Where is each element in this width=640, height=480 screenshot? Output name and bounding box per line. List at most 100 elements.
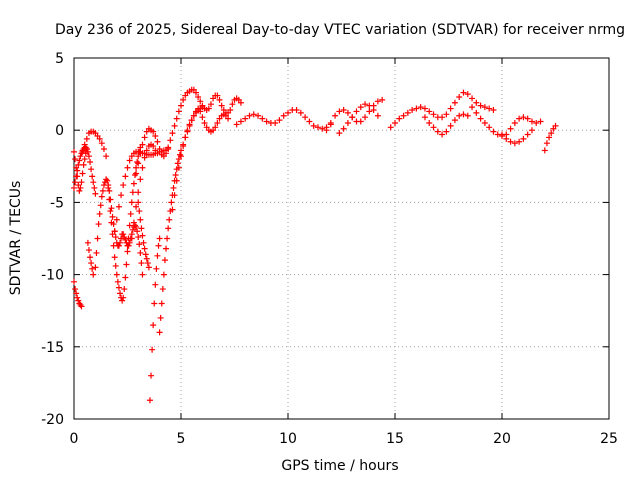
data-point bbox=[340, 106, 347, 113]
data-point bbox=[149, 346, 156, 353]
data-point bbox=[456, 112, 463, 119]
data-point bbox=[237, 118, 244, 125]
data-point bbox=[481, 119, 488, 126]
data-point bbox=[297, 109, 304, 116]
data-point bbox=[100, 145, 107, 152]
data-point bbox=[92, 190, 99, 197]
data-point bbox=[439, 131, 446, 138]
data-point bbox=[447, 122, 454, 129]
data-point bbox=[92, 264, 99, 271]
data-point bbox=[511, 119, 518, 126]
data-point bbox=[366, 108, 373, 115]
data-point bbox=[225, 115, 232, 122]
data-point bbox=[152, 147, 159, 154]
data-point bbox=[135, 160, 142, 167]
data-point bbox=[76, 187, 83, 194]
y-axis-label: SDTVAR / TECUs bbox=[8, 181, 24, 296]
data-point bbox=[141, 154, 148, 161]
data-point bbox=[106, 187, 113, 194]
data-point bbox=[413, 105, 420, 112]
data-point bbox=[138, 225, 145, 232]
data-point bbox=[114, 278, 121, 285]
data-point bbox=[140, 239, 147, 246]
data-point bbox=[175, 164, 182, 171]
data-point bbox=[133, 203, 140, 210]
data-point bbox=[160, 271, 167, 278]
data-point bbox=[99, 187, 106, 194]
data-point bbox=[139, 232, 146, 239]
data-point bbox=[552, 122, 559, 129]
data-point bbox=[541, 147, 548, 154]
data-point bbox=[150, 128, 157, 135]
data-point bbox=[141, 134, 148, 141]
x-tick-label: 25 bbox=[600, 431, 618, 447]
data-point bbox=[524, 115, 531, 122]
data-point bbox=[434, 128, 441, 135]
data-point bbox=[314, 124, 321, 131]
data-point bbox=[133, 223, 140, 230]
data-point bbox=[75, 297, 82, 304]
data-point bbox=[117, 290, 124, 297]
data-point bbox=[169, 130, 176, 137]
data-point bbox=[110, 242, 117, 249]
data-point bbox=[126, 157, 133, 164]
data-point bbox=[357, 104, 364, 111]
data-point bbox=[170, 184, 177, 191]
data-point bbox=[357, 118, 364, 125]
x-tick-label: 5 bbox=[177, 431, 186, 447]
data-point bbox=[128, 199, 135, 206]
data-point bbox=[133, 164, 140, 171]
data-point bbox=[417, 104, 424, 111]
data-point bbox=[486, 105, 493, 112]
data-point bbox=[214, 92, 221, 99]
data-point bbox=[263, 118, 270, 125]
data-point bbox=[421, 114, 428, 121]
series-arc-d bbox=[79, 128, 110, 160]
data-point bbox=[143, 147, 150, 154]
data-point bbox=[404, 109, 411, 116]
data-point bbox=[336, 130, 343, 137]
y-tick-label: -15 bbox=[41, 340, 64, 356]
data-point bbox=[165, 225, 172, 232]
data-point bbox=[154, 138, 161, 145]
x-tick-label: 15 bbox=[386, 431, 404, 447]
data-point bbox=[72, 156, 79, 163]
data-point bbox=[136, 208, 143, 215]
data-point bbox=[516, 138, 523, 145]
y-tick-label: -20 bbox=[41, 412, 64, 428]
data-point bbox=[117, 239, 124, 246]
data-point bbox=[255, 112, 262, 119]
data-point bbox=[106, 196, 113, 203]
data-point bbox=[180, 143, 187, 150]
data-point bbox=[118, 192, 125, 199]
data-point bbox=[134, 158, 141, 165]
data-point bbox=[464, 112, 471, 119]
data-point bbox=[276, 117, 283, 124]
data-point bbox=[344, 119, 351, 126]
data-point bbox=[81, 141, 88, 148]
series-arc-s bbox=[421, 111, 471, 138]
data-point bbox=[439, 114, 446, 121]
data-point bbox=[83, 135, 90, 142]
data-point bbox=[443, 128, 450, 135]
x-tick-label: 0 bbox=[70, 431, 79, 447]
data-point bbox=[90, 179, 97, 186]
data-point bbox=[188, 117, 195, 124]
data-point bbox=[430, 111, 437, 118]
data-point bbox=[88, 166, 95, 173]
data-point bbox=[159, 286, 166, 293]
data-point bbox=[216, 96, 223, 103]
data-point bbox=[409, 106, 416, 113]
plot-frame bbox=[73, 57, 610, 420]
data-point bbox=[362, 101, 369, 108]
series-arc-u bbox=[499, 127, 535, 147]
series-arc-l bbox=[146, 235, 163, 404]
data-point bbox=[473, 109, 480, 116]
series-arc-r bbox=[387, 89, 497, 131]
data-point bbox=[90, 271, 97, 278]
data-point bbox=[353, 108, 360, 115]
data-point bbox=[73, 290, 80, 297]
data-point bbox=[507, 125, 514, 132]
data-point bbox=[332, 112, 339, 119]
data-point bbox=[165, 144, 172, 151]
